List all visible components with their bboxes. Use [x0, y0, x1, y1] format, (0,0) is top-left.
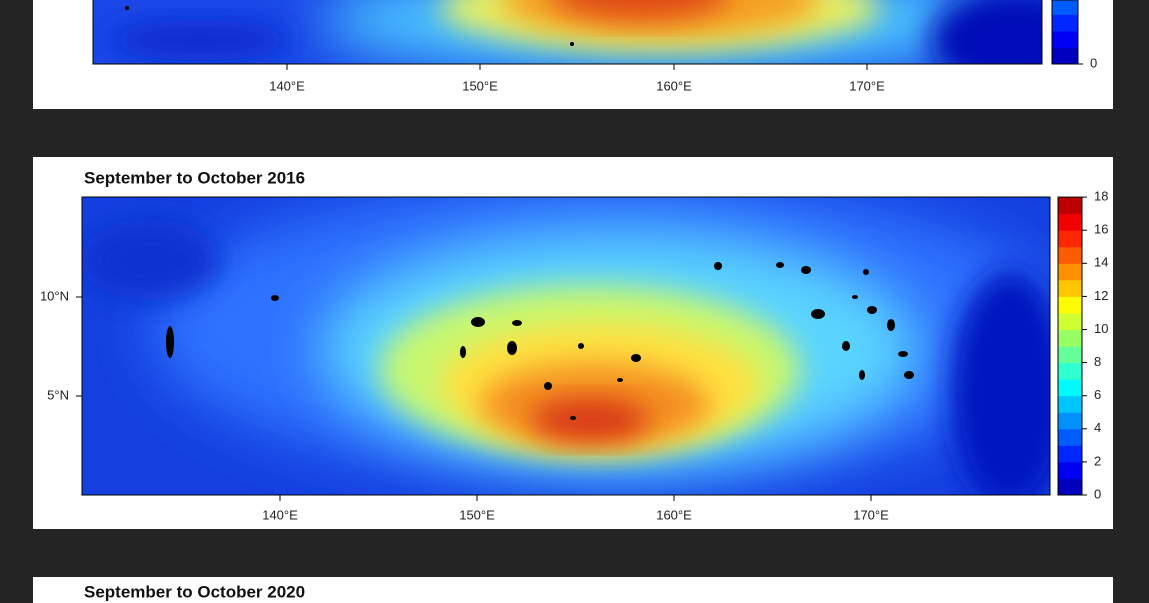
colorbar-tick-label: 6 [1094, 387, 1101, 402]
colorbar-segment [1058, 312, 1082, 330]
colorbar-segment [1058, 478, 1082, 496]
colorbar-segment [1058, 379, 1082, 397]
x-tick-label: 140°E [262, 507, 298, 522]
panel-title: September to October 2016 [84, 168, 305, 187]
colorbar-segment [1058, 263, 1082, 281]
colorbar-segment [1058, 461, 1082, 479]
map-frame [92, 0, 1043, 65]
colorbar-segment [1058, 279, 1082, 297]
colorbar-segment [1058, 428, 1082, 446]
y-tick-label: 5°N [47, 387, 69, 402]
colorbar-tick-label: 10 [1094, 321, 1108, 336]
y-tick-label: 10°N [40, 288, 69, 303]
x-tick-label: 160°E [656, 507, 692, 522]
heatmap [93, 0, 1042, 64]
colorbar-segment [1052, 30, 1078, 48]
colorbar-frame [1051, 0, 1079, 65]
x-tick-label: 140°E [269, 78, 305, 93]
colorbar-tick-label: 16 [1094, 222, 1108, 237]
colorbar-segment [1058, 445, 1082, 463]
colorbar-segment [1058, 197, 1082, 215]
x-tick-label: 160°E [656, 78, 692, 93]
colorbar-tick-label: 8 [1094, 354, 1101, 369]
colorbar-tick-label: 0 [1094, 486, 1101, 501]
colorbar-segment [1052, 0, 1078, 15]
colorbar-segment [1058, 395, 1082, 413]
map-frame [81, 196, 1051, 496]
colorbar-segment [1058, 329, 1082, 347]
colorbar-tick-label: 14 [1094, 255, 1108, 270]
heatmap [82, 197, 1050, 495]
colorbar-segment [1052, 47, 1078, 65]
colorbar-segment [1058, 412, 1082, 430]
colorbar-segment [1058, 213, 1082, 231]
colorbar-tick-label: 0 [1090, 55, 1097, 70]
colorbar-tick-label: 18 [1094, 189, 1108, 204]
colorbar-segment [1058, 296, 1082, 314]
panel [33, 577, 1113, 603]
colorbar-tick-label: 2 [1094, 453, 1101, 468]
x-tick-label: 170°E [849, 78, 885, 93]
colorbar-segment [1058, 246, 1082, 264]
colorbar-tick-label: 12 [1094, 288, 1108, 303]
colorbar-tick-label: 4 [1094, 420, 1101, 435]
colorbar-segment [1058, 362, 1082, 380]
colorbar-frame [1057, 196, 1083, 496]
colorbar-segment [1058, 346, 1082, 364]
x-tick-label: 170°E [853, 507, 889, 522]
colorbar-segment [1058, 230, 1082, 248]
x-tick-label: 150°E [462, 78, 498, 93]
panel-title: September to October 2020 [84, 582, 305, 601]
x-tick-label: 150°E [459, 507, 495, 522]
colorbar-segment [1052, 14, 1078, 32]
